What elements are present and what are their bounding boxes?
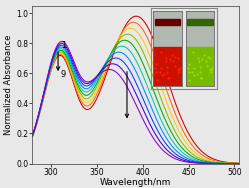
Point bbox=[173, 56, 177, 59]
Point bbox=[187, 79, 191, 82]
Point bbox=[177, 69, 181, 72]
Bar bbox=[186, 47, 214, 86]
Point bbox=[202, 53, 206, 56]
Point bbox=[178, 67, 182, 70]
Point bbox=[164, 56, 168, 59]
Point bbox=[162, 72, 166, 75]
Point bbox=[164, 60, 168, 63]
Point bbox=[170, 53, 174, 56]
Point bbox=[208, 67, 212, 70]
Point bbox=[199, 76, 203, 79]
Point bbox=[192, 74, 196, 77]
X-axis label: Wavelength/nm: Wavelength/nm bbox=[100, 178, 171, 187]
Point bbox=[155, 79, 159, 82]
Point bbox=[176, 67, 180, 70]
Point bbox=[160, 66, 164, 69]
Point bbox=[209, 70, 213, 73]
Point bbox=[210, 67, 214, 70]
Point bbox=[206, 56, 210, 59]
Point bbox=[196, 56, 200, 59]
Point bbox=[159, 51, 163, 54]
Point bbox=[204, 59, 208, 62]
Point bbox=[197, 60, 201, 63]
Point bbox=[154, 63, 158, 66]
Point bbox=[205, 65, 209, 68]
Point bbox=[153, 67, 157, 70]
Point bbox=[200, 58, 204, 61]
Bar bbox=[155, 19, 180, 25]
Point bbox=[208, 57, 212, 60]
Point bbox=[187, 70, 191, 73]
Point bbox=[158, 71, 162, 74]
Point bbox=[168, 58, 172, 61]
Point bbox=[195, 72, 199, 75]
Point bbox=[176, 57, 180, 60]
Bar bbox=[153, 47, 182, 86]
Text: 1: 1 bbox=[61, 41, 66, 50]
Point bbox=[187, 63, 191, 66]
Point bbox=[186, 67, 189, 70]
Point bbox=[165, 70, 169, 73]
Point bbox=[198, 70, 202, 73]
Point bbox=[177, 70, 181, 73]
Point bbox=[199, 77, 203, 80]
Point bbox=[167, 77, 171, 80]
Point bbox=[154, 70, 158, 73]
Y-axis label: Normalized Absorbance: Normalized Absorbance bbox=[4, 34, 13, 135]
Point bbox=[173, 65, 177, 68]
Bar bbox=[187, 19, 213, 25]
Point bbox=[166, 76, 170, 79]
Point bbox=[190, 71, 194, 74]
Point bbox=[198, 66, 202, 69]
Point bbox=[209, 69, 213, 72]
Point bbox=[160, 74, 164, 77]
Point bbox=[171, 59, 175, 62]
Point bbox=[191, 51, 195, 54]
Point bbox=[192, 66, 196, 69]
Point bbox=[166, 66, 170, 69]
Text: 9: 9 bbox=[61, 70, 66, 79]
